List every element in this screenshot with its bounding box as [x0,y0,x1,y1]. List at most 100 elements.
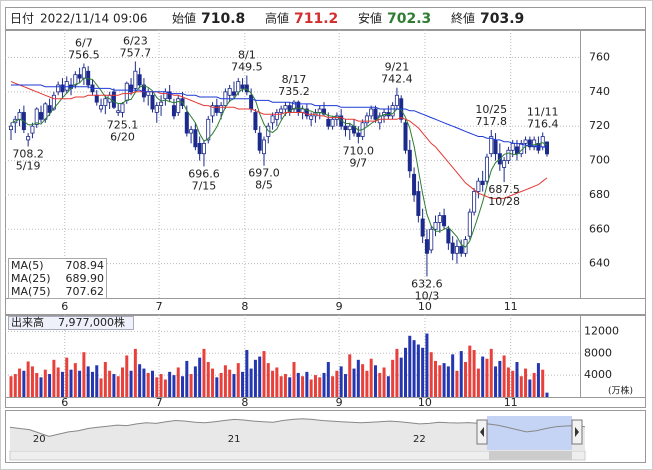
candle-body [480,180,485,186]
legend-value: 708.94 [66,259,105,272]
volume-bar [305,371,309,397]
annotation-date: 11/11 [527,105,559,118]
candle-body [489,136,494,155]
candle-body [163,91,168,100]
candle-body [60,84,65,93]
y-tick-label: 700 [589,154,610,167]
volume-bar [69,369,73,397]
annotation-date: 8/17 [282,73,307,86]
candle-body [467,211,472,237]
candle-body [176,98,181,113]
volume-bar [382,367,386,397]
ma-line [11,84,548,148]
volume-bar [425,333,429,397]
candle-body [510,142,515,151]
candle-body [502,160,507,168]
candle-body [86,70,91,86]
navigator-tick-label: 21 [228,434,241,445]
datetime: 2022/11/14 09:06 [40,12,148,26]
volume-bar [215,377,219,397]
candle-body [343,125,348,131]
navigator-window[interactable] [487,416,572,450]
annotation-value: 716.4 [527,117,559,130]
volume-bar [22,370,26,397]
y-tick-label: 740 [589,85,610,98]
x-tick-label: 6 [61,396,68,409]
navigator-tick-label: 22 [413,434,426,445]
volume-bar [245,349,249,397]
annotation-value: 696.6 [188,167,220,180]
volume-bar [35,372,39,397]
volume-bar [108,370,112,397]
volume-bar [253,359,257,397]
volume-bar [181,376,185,397]
candle-body [154,105,159,113]
volume-bar [373,365,377,397]
high-label: 高値 [265,11,289,26]
volume-bar [292,362,296,397]
low-value: 702.3 [387,11,431,27]
volume-bar [391,359,395,397]
candle-body [416,191,421,216]
volume-bar [56,367,60,397]
candle-body [94,94,99,103]
volume-bar [489,348,493,397]
volume-bar [262,351,266,397]
volume-bar [395,348,399,397]
volume-bar [159,374,163,397]
candle-body [81,67,86,79]
candle-body [146,91,151,96]
volume-bar [133,348,137,397]
annotation-value: 757.7 [120,46,152,59]
candle-body [159,101,164,106]
annotation-value: 735.2 [278,85,310,98]
y-tick-label: 8000 [584,346,612,359]
scrollbar[interactable] [9,450,586,461]
volume-bar [279,376,283,397]
candle-body [227,88,232,96]
candle-body [120,103,125,113]
candle-body [231,91,236,96]
ma-line [10,81,548,199]
volume-bar [103,362,107,397]
candle-body [390,105,395,117]
volume-bar [416,344,420,397]
candle-body [236,81,241,93]
x-tick-label: 7 [156,300,163,313]
volume-bar [468,345,472,397]
volume-bar [335,370,339,397]
volume-bar [536,363,540,397]
legend-value: 689.90 [66,272,105,285]
candle-body [210,105,215,117]
volume-bar [408,335,412,397]
candle-body [532,139,537,148]
volume-unit: (万株) [608,385,633,397]
annotation-date: 7/15 [192,179,217,192]
volume-bar [99,378,103,397]
volume-bar [519,376,523,397]
volume-bar [283,374,287,397]
volume-bar [193,366,197,397]
volume-bar [481,356,485,397]
candle-body [184,112,189,134]
volume-bar [365,370,369,397]
candle-body [394,94,399,106]
annotation-date: 5/19 [16,159,41,172]
candle-body [99,105,104,110]
scrollbar-thumb[interactable] [489,451,572,460]
y-tick-label: 12000 [584,324,619,337]
candle-body [527,139,532,148]
volume-bar [138,364,142,397]
volume-bar [438,365,442,397]
candle-body [279,108,284,113]
candle-body [51,94,56,110]
volume-bar [464,362,468,397]
candle-body [270,115,275,124]
candle-body [77,74,82,79]
candle-body [244,84,249,93]
annotation-value: 717.8 [476,115,508,128]
handle-arrow [480,427,484,437]
candle-body [249,94,254,110]
volume-bar [206,362,210,397]
volume-bar [313,375,317,397]
